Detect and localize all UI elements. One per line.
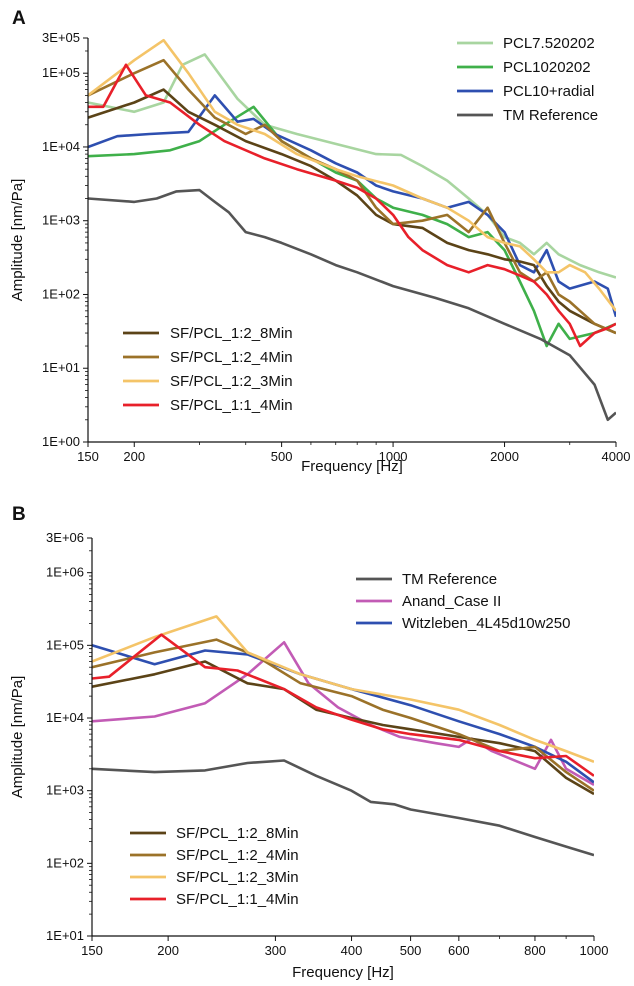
y-tick-label: 1E+01 [42,360,80,375]
chart-b-svg: B 1E+01 1E+02 1E+03 1E+04 1E+05 1E+06 3E+06 150 2… [9,504,609,981]
x-tick-label: 200 [123,449,145,464]
series-line-witzleben-4l45d10w250 [92,644,594,784]
x-tick-label: 500 [400,943,422,958]
legend-label-sf-pcl-1-2-4min: SF/PCL_1:2_4Min [176,847,299,864]
y-tick-label: 1E+00 [42,434,80,449]
y-axis-title: Amplitude [nm/Pa] [9,179,26,302]
legend-label-sf-pcl-1-2-4min: SF/PCL_1:2_4Min [170,349,293,366]
series-line-sf-pcl-1-2-8min [88,88,616,335]
chart-panel-a: A 1E+00 1E+01 1E+02 1E+03 1E+04 1E+05 3E+05 150 2… [9,8,631,475]
y-tick-label: 1E+06 [46,565,84,580]
x-axis-title: Frequency [Hz] [292,964,394,981]
legend-label-pcl7-520202: PCL7.520202 [503,35,595,52]
series-line-sf-pcl-1-2-8min [92,660,594,796]
y-tick-label: 1E+05 [42,65,80,80]
y-tick-label: 1E+02 [46,855,84,870]
panel-letter-a: A [12,8,26,29]
series-line-sf-pcl-1-2-3min [92,615,594,764]
legend-label-anand-case-ii: Anand_Case II [402,593,501,610]
x-tick-label: 800 [524,943,546,958]
series-line-sf-pcl-1-2-3min [88,38,616,312]
legend-label-pcl1020202: PCL1020202 [503,59,591,76]
legend-bottom-left: SF/PCL_1:2_8Min SF/PCL_1:2_4Min SF/PCL_1:2… [130,825,299,908]
y-tick-label: 1E+03 [46,783,84,798]
legend-label-sf-pcl-1-2-8min: SF/PCL_1:2_8Min [176,825,299,842]
x-tick-label: 4000 [602,449,631,464]
series-line-tm-reference [88,188,616,422]
x-tick-label: 2000 [490,449,519,464]
y-axis-title: Amplitude [nm/Pa] [9,676,26,799]
series-group [92,615,594,857]
legend-bottom-left: SF/PCL_1:2_8Min SF/PCL_1:2_4Min SF/PCL_1:2… [123,325,293,414]
series-line-pcl7-520202 [88,53,616,279]
legend-label-sf-pcl-1-2-3min: SF/PCL_1:2_3Min [176,869,299,886]
y-tick-label: 1E+01 [46,928,84,943]
x-tick-label: 300 [265,943,287,958]
legend-top-right: TM Reference Anand_Case II Witzleben_4L45d… [356,571,570,632]
x-axis-title: Frequency [Hz] [301,458,403,475]
series-group [88,38,616,422]
legend-label-sf-pcl-1-1-4min: SF/PCL_1:1_4Min [176,891,299,908]
y-tick-label: 1E+03 [42,213,80,228]
legend-label-sf-pcl-1-2-8min: SF/PCL_1:2_8Min [170,325,293,342]
x-tick-label: 500 [271,449,293,464]
x-tick-label: 150 [81,943,103,958]
y-tick-label: 3E+05 [42,30,80,45]
x-tick-label: 1000 [379,449,408,464]
series-line-pcl10-radial [88,94,616,318]
x-tick-label: 400 [341,943,363,958]
chart-a-svg: A 1E+00 1E+01 1E+02 1E+03 1E+04 1E+05 3E+05 150 2… [9,8,631,475]
chart-panel-b: B 1E+01 1E+02 1E+03 1E+04 1E+05 1E+06 3E+06 150 2… [0,493,634,986]
legend-label-witzleben-4l45d10w250: Witzleben_4L45d10w250 [402,615,570,632]
y-tick-label: 1E+05 [46,637,84,652]
y-tick-label: 1E+04 [46,710,84,725]
legend-label-sf-pcl-1-1-4min: SF/PCL_1:1_4Min [170,397,293,414]
x-tick-label: 1000 [580,943,609,958]
series-line-tm-reference [92,759,594,857]
y-tick-label: 3E+06 [46,530,84,545]
legend-label-tm-reference: TM Reference [503,107,598,124]
series-line-sf-pcl-1-1-4min [88,63,616,348]
legend-top-right: PCL7.520202 PCL1020202 PCL10+radial TM Refe… [457,35,598,124]
panel-letter-b: B [12,504,26,525]
legend-label-sf-pcl-1-2-3min: SF/PCL_1:2_3Min [170,373,293,390]
y-tick-label: 1E+04 [42,139,80,154]
legend-label-pcl10-radial: PCL10+radial [503,83,594,100]
series-line-anand-case-ii [92,641,594,787]
series-line-sf-pcl-1-2-4min [92,638,594,792]
y-tick-label: 1E+02 [42,286,80,301]
x-tick-label: 150 [77,449,99,464]
series-line-sf-pcl-1-1-4min [92,633,594,777]
legend-label-tm-reference: TM Reference [402,571,497,588]
x-tick-label: 200 [157,943,179,958]
x-tick-label: 600 [448,943,470,958]
series-line-pcl1020202 [88,105,616,348]
